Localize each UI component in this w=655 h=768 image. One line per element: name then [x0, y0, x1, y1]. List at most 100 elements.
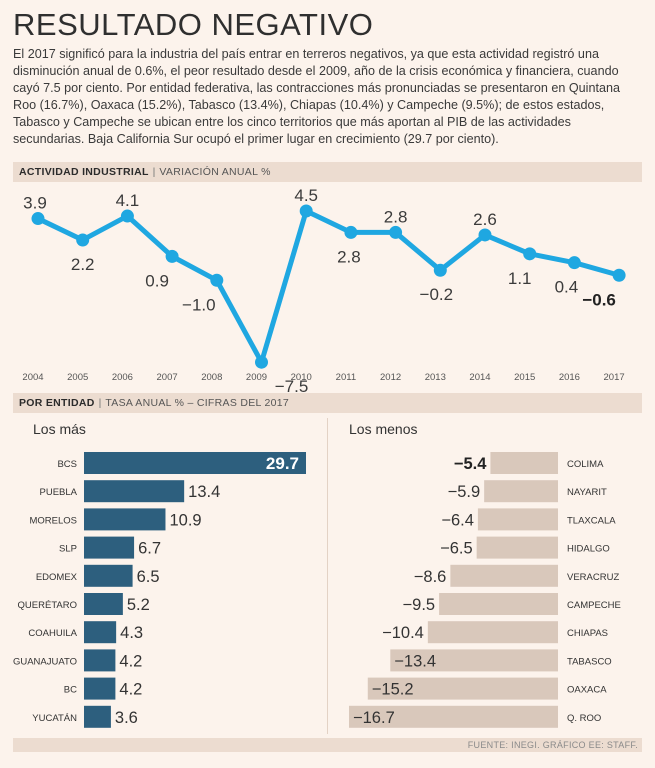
bar — [390, 649, 558, 672]
bar — [84, 508, 166, 531]
category-label: VERACRUZ — [567, 572, 619, 583]
data-label: 3.9 — [23, 194, 47, 213]
value-label: 6.7 — [138, 540, 161, 558]
x-tick-label: 2006 — [112, 372, 133, 383]
source-footer: FUENTE: INEGI. GRÁFICO EE: STAFF. — [13, 738, 642, 752]
category-label: HIDALGO — [567, 544, 610, 555]
category-label: BC — [64, 685, 77, 696]
bar — [84, 649, 116, 672]
data-label: −7.5 — [275, 377, 309, 392]
data-point — [165, 249, 179, 263]
data-point — [344, 225, 358, 239]
value-label: −16.7 — [353, 709, 395, 727]
bar-chart-top: BCS 29.7 PUEBLA 13.4 MORELOS 10.9 SLP 6.7 EDOMEX… — [13, 452, 306, 728]
x-tick-label: 2004 — [22, 372, 43, 383]
category-label: MORELOS — [29, 515, 77, 526]
data-point — [299, 204, 313, 218]
bar — [84, 593, 123, 615]
data-label: −0.6 — [582, 290, 616, 309]
value-label: −5.9 — [448, 483, 481, 501]
data-label: 4.5 — [294, 186, 318, 205]
data-label: 2.8 — [337, 247, 361, 266]
section-header-industrial: ACTIVIDAD INDUSTRIAL | VARIACIÓN ANUAL % — [13, 162, 642, 182]
separator: | — [98, 397, 102, 409]
x-tick-label: 2016 — [559, 372, 580, 383]
value-label: −13.4 — [394, 652, 436, 670]
category-label: PUEBLA — [40, 487, 78, 498]
x-tick-label: 2013 — [425, 372, 446, 383]
data-label: −0.2 — [420, 285, 454, 304]
value-label: −5.4 — [454, 455, 487, 473]
value-label: −6.5 — [440, 540, 473, 558]
value-label: 10.9 — [169, 511, 201, 529]
x-tick-label: 2009 — [246, 372, 267, 383]
value-label: 3.6 — [115, 709, 138, 727]
bar — [439, 593, 558, 615]
bar — [84, 705, 111, 728]
panel-divider — [327, 418, 328, 734]
bar — [484, 480, 558, 503]
bar — [84, 480, 185, 503]
data-point — [612, 268, 626, 282]
category-label: QUERÉTARO — [18, 600, 77, 611]
data-label: −1.0 — [182, 295, 216, 314]
x-tick-label: 2005 — [67, 372, 88, 383]
bar — [84, 621, 117, 644]
category-label: Q. ROO — [567, 713, 601, 724]
data-label: 4.1 — [116, 191, 140, 210]
section-subtitle: TASA ANUAL % – CIFRAS DEL 2017 — [105, 397, 290, 409]
value-label: 4.3 — [120, 624, 143, 642]
data-point — [433, 263, 447, 277]
data-point — [389, 225, 403, 239]
bar — [427, 621, 558, 644]
data-point — [31, 212, 45, 226]
value-label: −9.5 — [403, 596, 436, 614]
category-label: OAXACA — [567, 685, 607, 696]
category-label: YUCATÁN — [32, 713, 77, 724]
category-label: CAMPECHE — [567, 600, 621, 611]
data-point — [523, 247, 537, 261]
bar — [476, 536, 558, 559]
line-chart: 3.9 2004 2.2 2005 4.1 2006 0.9 2007 −1.0 2008 −7.5… — [22, 186, 626, 392]
value-label: 13.4 — [188, 483, 220, 501]
x-tick-label: 2017 — [604, 372, 625, 383]
bar — [84, 452, 306, 474]
data-label: 2.6 — [473, 210, 497, 229]
value-label: −15.2 — [372, 681, 414, 699]
value-label: −10.4 — [382, 624, 424, 642]
series-line — [35, 208, 622, 365]
category-label: CHIAPAS — [567, 628, 608, 639]
bar — [84, 677, 116, 700]
x-tick-label: 2011 — [336, 372, 356, 383]
panel-title-top: Los más — [33, 421, 86, 437]
value-label: 6.5 — [137, 568, 160, 586]
data-point — [210, 273, 224, 287]
section-header-entidad: POR ENTIDAD | TASA ANUAL % – CIFRAS DEL 20… — [13, 393, 642, 413]
bar — [477, 508, 558, 531]
section-subtitle: VARIACIÓN ANUAL % — [159, 166, 271, 178]
data-label: 2.2 — [71, 255, 95, 274]
data-label: 0.9 — [145, 271, 169, 290]
x-tick-label: 2008 — [201, 372, 222, 383]
data-point — [120, 209, 134, 223]
category-label: SLP — [59, 544, 77, 555]
category-label: BCS — [57, 459, 77, 470]
bar-chart-bottom: −5.4 COLIMA −5.9 NAYARIT −6.4 TLAXCALA −6.5 HID… — [349, 452, 621, 728]
bar — [450, 564, 558, 587]
x-tick-label: 2015 — [514, 372, 535, 383]
category-label: TLAXCALA — [567, 515, 616, 526]
category-label: EDOMEX — [36, 572, 78, 583]
page-title: RESULTADO NEGATIVO — [13, 7, 374, 42]
value-label: −6.4 — [441, 511, 474, 529]
data-label: 1.1 — [508, 269, 532, 288]
data-point — [567, 256, 581, 270]
bar — [84, 564, 133, 587]
data-point — [76, 233, 90, 247]
value-label: −8.6 — [414, 568, 447, 586]
data-point — [478, 228, 492, 242]
data-label: 0.4 — [555, 278, 579, 297]
section-title: ACTIVIDAD INDUSTRIAL — [19, 166, 149, 178]
value-label: 5.2 — [127, 596, 150, 614]
value-label: 4.2 — [119, 681, 142, 699]
x-tick-label: 2010 — [291, 372, 312, 383]
